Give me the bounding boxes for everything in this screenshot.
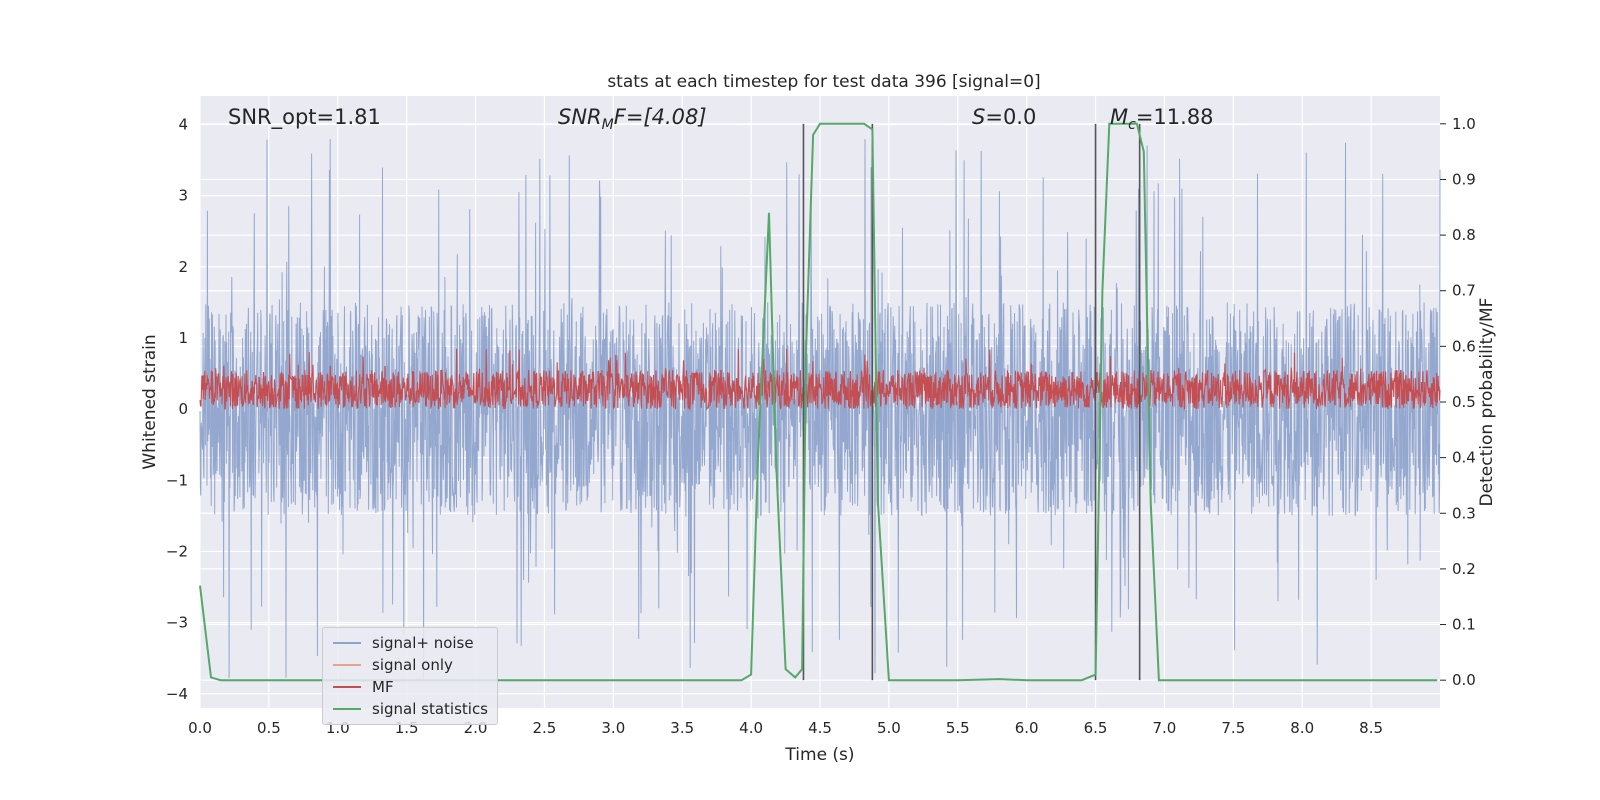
x-tick-label: 7.0	[1153, 719, 1177, 737]
y-tick-label: −1	[166, 471, 188, 489]
x-tick-label: 3.5	[670, 719, 694, 737]
legend-label-signal-noise: signal+ noise	[372, 634, 474, 652]
annotation-mc: Mc=11.88	[1110, 105, 1214, 133]
x-tick-label: 8.0	[1290, 719, 1314, 737]
y-tick-label: −4	[166, 685, 188, 703]
x-tick-label: 6.0	[1015, 719, 1039, 737]
legend-item-mf: MF	[323, 676, 497, 698]
y-axis-label: Whitened strain	[140, 334, 160, 469]
mc-tail: =11.88	[1136, 105, 1214, 129]
y-tick-label: 0	[178, 400, 188, 418]
annotation-s: S=0.0	[972, 105, 1036, 129]
y2-tick-label: 0.5	[1452, 393, 1476, 411]
y2-tick-label: 0.0	[1452, 671, 1476, 689]
snr-mf-sub: M	[602, 117, 614, 133]
y2-tick-label: 0.8	[1452, 226, 1476, 244]
y2-tick-label: 0.3	[1452, 504, 1476, 522]
y-tick-label: 4	[178, 115, 188, 133]
s-main: S	[972, 105, 985, 129]
legend-label-mf: MF	[372, 678, 394, 696]
x-tick-label: 2.5	[533, 719, 557, 737]
x-tick-label: 0.0	[188, 719, 212, 737]
y-tick-label: −3	[166, 614, 188, 632]
y2-tick-label: 0.1	[1452, 616, 1476, 634]
y2-tick-labels: 1.0 0.9 0.8 0.7 0.6 0.5 0.4 0.3 0.2 0.1 0.0	[1440, 115, 1476, 689]
signal-statistics-series	[199, 122, 1438, 682]
y2-tick-label: 0.6	[1452, 337, 1476, 355]
y-tick-label: 1	[178, 329, 188, 347]
x-tick-label: 5.0	[877, 719, 901, 737]
signal-noise-line	[199, 138, 1441, 680]
annotation-snr-opt: SNR_opt=1.81	[228, 105, 381, 130]
x-tick-label: 0.5	[257, 719, 281, 737]
legend-swatch-signal-statistics	[333, 708, 361, 710]
mf-series	[199, 348, 1441, 412]
legend-item-signal-noise: signal+ noise	[323, 632, 497, 654]
snr-mf-tail: F=[4.08]	[614, 105, 707, 129]
legend-swatch-signal-only	[333, 664, 361, 666]
mc-sub: c	[1128, 117, 1136, 133]
legend: signal+ noise signal only MF signal stat…	[322, 627, 498, 725]
x-tick-label: 6.5	[1084, 719, 1108, 737]
annotation-snr-mf: SNRMF=[4.08]	[558, 105, 707, 133]
x-axis-label: Time (s)	[784, 745, 854, 765]
y2-tick-label: 0.4	[1452, 449, 1476, 467]
y2-tick-label: 0.9	[1452, 170, 1476, 188]
x-tick-labels: 0.0 0.5 1.0 1.5 2.0 2.5 3.0 3.5 4.0 4.5 5.0 5.5 6.0 6…	[188, 719, 1383, 737]
mc-main: M	[1110, 105, 1128, 129]
y2-tick-label: 0.7	[1452, 282, 1476, 300]
y2-tick-label: 1.0	[1452, 115, 1476, 133]
vertical-markers	[802, 123, 1141, 681]
legend-swatch-mf	[333, 686, 361, 688]
signal-noise-series	[199, 138, 1441, 680]
chart-title: stats at each timestep for test data 396…	[607, 72, 1040, 92]
legend-swatch-signal-noise	[333, 642, 361, 644]
signal-statistics-line	[199, 122, 1438, 682]
y-tick-label: 2	[178, 258, 188, 276]
x-tick-label: 4.0	[739, 719, 763, 737]
x-tick-label: 8.5	[1359, 719, 1383, 737]
s-tail: =0.0	[985, 105, 1036, 129]
snr-mf-main: SNR	[558, 105, 602, 129]
y2-tick-label: 0.2	[1452, 560, 1476, 578]
y-tick-label: 3	[178, 187, 188, 205]
legend-item-signal-statistics: signal statistics	[323, 698, 497, 720]
x-tick-label: 5.5	[946, 719, 970, 737]
mf-line	[199, 348, 1441, 412]
legend-label-signal-only: signal only	[372, 656, 453, 674]
y2-axis-label: Detection probability/MF	[1477, 298, 1497, 507]
legend-item-signal-only: signal only	[323, 654, 497, 676]
x-tick-label: 7.5	[1221, 719, 1245, 737]
y-tick-label: −2	[166, 542, 188, 560]
x-tick-label: 4.5	[808, 719, 832, 737]
legend-label-signal-statistics: signal statistics	[372, 700, 489, 718]
x-tick-label: 3.0	[601, 719, 625, 737]
y-tick-labels: 4 3 2 1 0 −1 −2 −3 −4	[166, 115, 188, 702]
